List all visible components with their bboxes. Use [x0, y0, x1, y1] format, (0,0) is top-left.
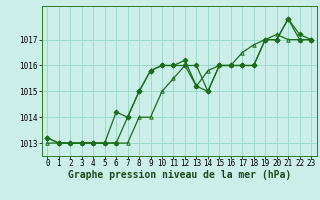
X-axis label: Graphe pression niveau de la mer (hPa): Graphe pression niveau de la mer (hPa)	[68, 170, 291, 180]
